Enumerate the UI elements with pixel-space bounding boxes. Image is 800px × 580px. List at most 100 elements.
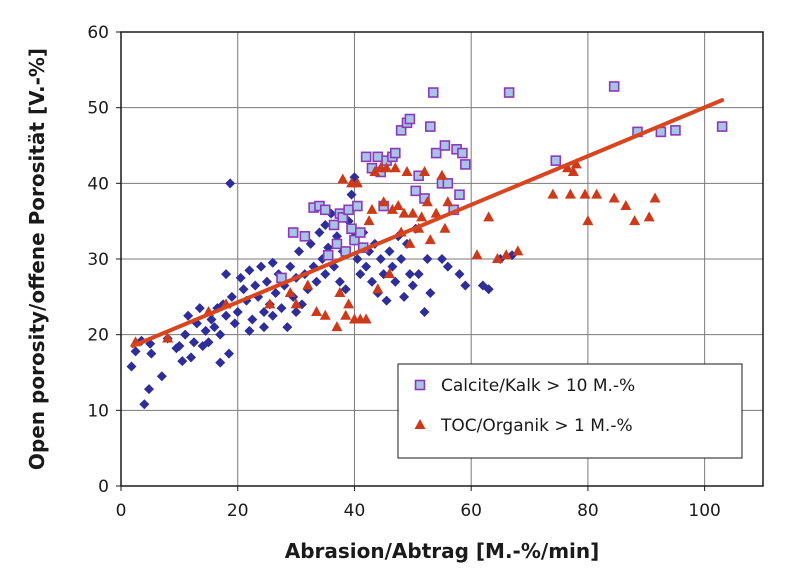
data-point-toc <box>512 245 524 256</box>
data-point-all <box>215 329 226 340</box>
data-point-all <box>232 306 243 317</box>
data-point-calcite <box>550 155 562 166</box>
data-point-all <box>346 189 357 200</box>
data-point-toc <box>351 177 363 188</box>
data-point-all <box>361 261 372 272</box>
x-tick-label: 60 <box>460 501 482 521</box>
data-point-all <box>314 227 325 238</box>
data-point-toc <box>366 203 378 214</box>
data-point-all <box>334 276 345 287</box>
data-point-toc <box>570 158 582 169</box>
data-point-toc <box>579 188 591 199</box>
data-point-calcite <box>457 147 468 159</box>
data-point-toc <box>500 249 512 260</box>
data-point-toc <box>302 279 314 290</box>
data-point-all <box>267 257 278 268</box>
data-point-toc <box>360 313 372 324</box>
data-point-toc <box>284 287 296 298</box>
y-tick-label: 30 <box>87 250 109 270</box>
data-point-all <box>206 314 217 325</box>
axis-ticks: 0 20 40 60 80 100 0 10 20 30 40 50 60 <box>87 23 721 521</box>
data-point-all <box>194 303 205 314</box>
data-point-toc <box>311 305 323 316</box>
data-point-all <box>320 219 331 230</box>
data-point-toc <box>290 298 302 309</box>
y-tick-label: 20 <box>87 326 109 346</box>
data-point-all <box>250 280 261 291</box>
data-point-toc <box>442 196 454 207</box>
data-point-calcite <box>430 147 442 159</box>
data-point-all <box>483 284 494 295</box>
data-point-all <box>294 246 305 257</box>
data-point-toc <box>378 196 390 207</box>
data-point-all <box>396 254 407 264</box>
data-point-toc <box>381 162 393 173</box>
data-point-calcite <box>670 125 681 136</box>
data-point-all <box>419 306 430 317</box>
data-point-all <box>437 254 447 264</box>
data-point-toc <box>264 298 276 309</box>
data-point-toc <box>547 188 559 199</box>
data-point-all <box>404 269 415 280</box>
data-point-calcite <box>608 81 620 92</box>
legend-marker-square <box>414 379 426 391</box>
data-point-all <box>381 295 392 306</box>
data-point-all <box>442 261 453 272</box>
data-point-all <box>320 269 331 280</box>
data-point-all <box>352 254 363 264</box>
data-point-toc <box>407 207 419 218</box>
data-point-all <box>209 322 220 333</box>
data-point-toc <box>386 203 398 214</box>
data-point-toc <box>401 165 413 176</box>
data-point-toc <box>389 162 401 173</box>
data-point-toc <box>567 165 579 176</box>
data-point-all <box>221 269 232 280</box>
data-point-all <box>244 265 255 276</box>
data-point-all <box>225 178 236 189</box>
data-point-all <box>413 269 424 280</box>
data-point-all <box>375 254 386 264</box>
data-point-all <box>340 284 351 295</box>
data-point-all <box>247 314 258 325</box>
data-point-all <box>156 371 167 382</box>
data-point-toc <box>643 211 655 222</box>
data-point-calcite <box>454 189 465 200</box>
legend-label-triangle: TOC/Organik > 1 M.-% <box>440 416 633 436</box>
data-point-all <box>183 310 194 321</box>
data-point-toc <box>372 283 384 294</box>
data-point-calcite <box>395 125 407 136</box>
data-point-toc <box>483 211 495 222</box>
data-point-all <box>244 325 255 336</box>
data-point-calcite <box>352 200 363 212</box>
data-point-toc <box>430 207 442 218</box>
data-marks <box>126 81 728 410</box>
data-point-calcite <box>425 121 436 132</box>
legend-box <box>397 363 743 459</box>
data-point-toc <box>649 192 661 203</box>
y-tick-label: 10 <box>87 401 109 421</box>
data-point-all <box>180 329 191 340</box>
data-point-all <box>261 276 272 287</box>
trendline-path <box>130 98 725 349</box>
data-point-toc <box>398 207 410 218</box>
data-point-all <box>235 272 246 283</box>
data-point-toc <box>436 169 448 180</box>
data-point-toc <box>629 215 641 226</box>
data-point-all <box>267 310 278 321</box>
data-point-toc <box>369 165 381 176</box>
data-point-all <box>454 269 465 280</box>
data-point-all <box>130 346 141 357</box>
data-point-all <box>174 341 185 352</box>
data-point-toc <box>363 215 375 226</box>
data-point-toc <box>337 173 349 184</box>
data-point-calcite <box>372 151 384 163</box>
data-point-all <box>270 288 281 299</box>
x-tick-label: 40 <box>344 501 366 521</box>
y-axis-title: Open porosity/offene Porosität [V.-%] <box>25 48 49 470</box>
data-point-all <box>390 276 401 287</box>
series-triangle <box>130 158 661 347</box>
data-point-toc <box>392 200 404 211</box>
data-point-all <box>221 310 232 321</box>
data-point-all <box>238 284 249 295</box>
